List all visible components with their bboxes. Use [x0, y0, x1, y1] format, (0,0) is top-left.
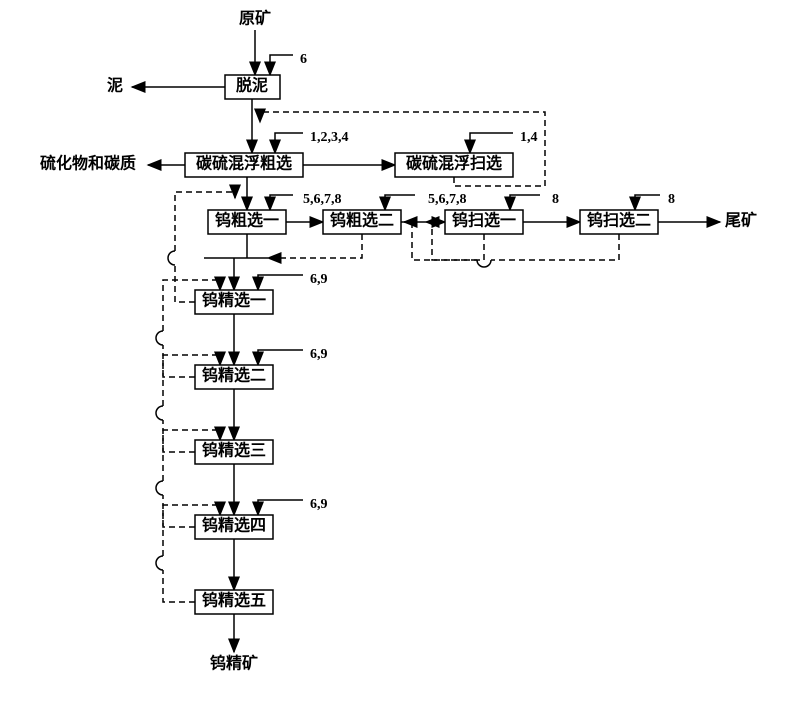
- edge-wclean3-back-a: [163, 420, 195, 452]
- edge-reagent-csrough: [275, 133, 303, 153]
- label-tailings: 尾矿: [725, 211, 757, 230]
- node-w-rough2: 钨粗选二: [323, 210, 401, 234]
- edge-wclean2-back-a: [163, 345, 195, 377]
- hop-wclean1: [168, 251, 175, 265]
- node-w-clean2: 钨精选二: [195, 365, 273, 389]
- node-w-clean5: 钨精选五: [195, 590, 273, 614]
- hop-wclean2: [156, 331, 163, 345]
- edge-wclean4-back-a: [163, 495, 195, 527]
- annot-5678-b: 5,6,7,8: [428, 192, 467, 207]
- node-w-clean3: 钨精选三: [195, 440, 273, 464]
- annot-69-4: 6,9: [310, 497, 328, 512]
- hop-wclean5: [156, 556, 163, 570]
- edge-wclean5-back-a: [163, 570, 195, 602]
- edge-reagent-wclean2: [258, 350, 303, 365]
- hop-wclean4: [156, 481, 163, 495]
- node-w-scav1: 钨扫选一: [445, 210, 523, 234]
- hop-wclean3: [156, 406, 163, 420]
- svg-text:钨精选四: 钨精选四: [202, 516, 266, 535]
- label-sulfide-carbon: 硫化物和碳质: [40, 154, 136, 173]
- node-w-clean1: 钨精选一: [195, 290, 273, 314]
- node-w-scav2: 钨扫选二: [580, 210, 658, 234]
- annot-69-2: 6,9: [310, 347, 328, 362]
- svg-text:钨粗选二: 钨粗选二: [330, 211, 394, 230]
- svg-text:钨粗选一: 钨粗选一: [215, 211, 279, 230]
- node-w-clean4: 钨精选四: [195, 515, 273, 539]
- node-cs-scav: 碳硫混浮扫选: [395, 153, 513, 177]
- edge-reagent-wclean1: [258, 275, 303, 290]
- svg-text:钨精选三: 钨精选三: [202, 441, 266, 460]
- edge-wrough2-back: [268, 234, 362, 258]
- svg-text:碳硫混浮粗选: 碳硫混浮粗选: [196, 154, 292, 173]
- node-deslime: 脱泥: [225, 75, 280, 99]
- svg-text:钨精选一: 钨精选一: [202, 291, 266, 310]
- node-cs-rough: 碳硫混浮粗选: [185, 153, 303, 177]
- edge-reagent-wrough1: [270, 195, 293, 210]
- svg-text:钨扫选一: 钨扫选一: [452, 211, 516, 230]
- annot-69-1: 6,9: [310, 272, 328, 287]
- svg-text:脱泥: 脱泥: [236, 76, 268, 95]
- annot-5678-a: 5,6,7,8: [303, 192, 342, 207]
- label-raw-ore: 原矿: [239, 9, 271, 28]
- edge-reagent-wclean4: [258, 500, 303, 515]
- annot-8-a: 8: [552, 192, 559, 207]
- svg-text:钨扫选二: 钨扫选二: [587, 211, 651, 230]
- annot-14: 1,4: [520, 130, 538, 145]
- edge-wclean1-back-a: [175, 265, 195, 302]
- label-mud: 泥: [107, 76, 123, 95]
- svg-text:钨精选五: 钨精选五: [202, 591, 266, 610]
- label-tungsten-concentrate: 钨精矿: [210, 654, 258, 673]
- node-w-rough1: 钨粗选一: [208, 210, 286, 234]
- edge-reagent6-deslime: [270, 55, 293, 75]
- annot-6-top: 6: [300, 52, 307, 67]
- hop-wscav2: [477, 260, 491, 267]
- svg-text:碳硫混浮扫选: 碳硫混浮扫选: [406, 154, 502, 173]
- annot-1234: 1,2,3,4: [310, 130, 349, 145]
- flowchart: 原矿 泥 硫化物和碳质 尾矿 钨精矿: [0, 0, 800, 720]
- edge-wscav2-back-a: [491, 234, 619, 260]
- edge-reagent-wscav1: [510, 195, 540, 210]
- edge-reagent-wscav2: [635, 195, 660, 210]
- svg-text:钨精选二: 钨精选二: [202, 366, 266, 385]
- annot-8-b: 8: [668, 192, 675, 207]
- edge-reagent-csscav: [470, 133, 513, 153]
- edge-reagent-wrough2: [385, 195, 415, 210]
